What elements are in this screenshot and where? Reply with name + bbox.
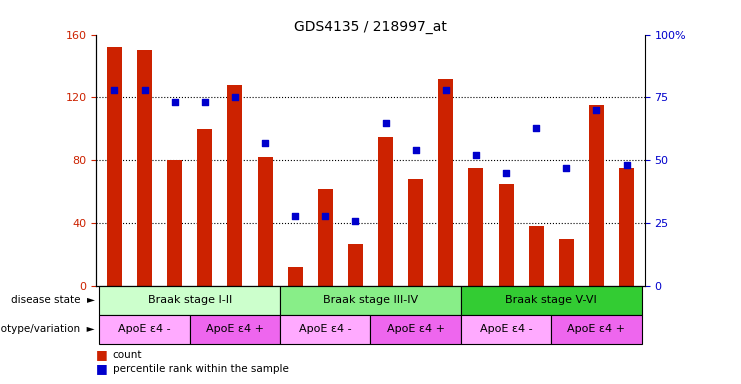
Point xyxy=(440,87,452,93)
Bar xyxy=(499,184,514,286)
Bar xyxy=(461,315,551,344)
Text: ■: ■ xyxy=(96,348,108,361)
Bar xyxy=(528,226,544,286)
Point xyxy=(410,147,422,153)
Bar xyxy=(107,47,122,286)
Point xyxy=(259,140,271,146)
Bar xyxy=(227,85,242,286)
Bar xyxy=(167,161,182,286)
Point xyxy=(531,124,542,131)
Bar xyxy=(258,157,273,286)
Bar xyxy=(468,168,483,286)
Point xyxy=(500,170,512,176)
Point xyxy=(289,213,301,219)
Point xyxy=(591,107,602,113)
Bar xyxy=(99,286,280,315)
Bar xyxy=(378,137,393,286)
Bar xyxy=(288,267,303,286)
Text: Braak stage I-II: Braak stage I-II xyxy=(147,295,232,306)
Bar xyxy=(190,315,280,344)
Point xyxy=(199,99,210,106)
Bar xyxy=(99,315,190,344)
Point xyxy=(560,165,572,171)
Point xyxy=(379,119,391,126)
Point xyxy=(108,87,120,93)
Point xyxy=(470,152,482,158)
Bar xyxy=(408,179,423,286)
Point xyxy=(229,94,241,101)
Bar xyxy=(438,79,453,286)
Text: ApoE ε4 +: ApoE ε4 + xyxy=(387,324,445,334)
Text: ■: ■ xyxy=(96,362,108,375)
Point xyxy=(621,162,633,169)
Bar xyxy=(461,286,642,315)
Text: Braak stage V-VI: Braak stage V-VI xyxy=(505,295,597,306)
Text: disease state  ►: disease state ► xyxy=(11,295,95,306)
Title: GDS4135 / 218997_at: GDS4135 / 218997_at xyxy=(294,20,447,33)
Point xyxy=(169,99,181,106)
Bar xyxy=(280,286,461,315)
Bar xyxy=(137,50,152,286)
Bar xyxy=(318,189,333,286)
Text: percentile rank within the sample: percentile rank within the sample xyxy=(113,364,288,374)
Bar xyxy=(619,168,634,286)
Text: ApoE ε4 -: ApoE ε4 - xyxy=(119,324,171,334)
Text: ApoE ε4 +: ApoE ε4 + xyxy=(568,324,625,334)
Point xyxy=(350,218,362,224)
Bar xyxy=(197,129,213,286)
Bar xyxy=(559,239,574,286)
Point xyxy=(139,87,150,93)
Bar xyxy=(589,105,604,286)
Bar xyxy=(370,315,461,344)
Bar xyxy=(280,315,370,344)
Text: ApoE ε4 +: ApoE ε4 + xyxy=(206,324,264,334)
Bar xyxy=(551,315,642,344)
Text: count: count xyxy=(113,350,142,360)
Point xyxy=(319,213,331,219)
Text: ApoE ε4 -: ApoE ε4 - xyxy=(299,324,352,334)
Text: Braak stage III-IV: Braak stage III-IV xyxy=(323,295,418,306)
Text: genotype/variation  ►: genotype/variation ► xyxy=(0,324,95,334)
Text: ApoE ε4 -: ApoE ε4 - xyxy=(479,324,532,334)
Bar xyxy=(348,243,363,286)
